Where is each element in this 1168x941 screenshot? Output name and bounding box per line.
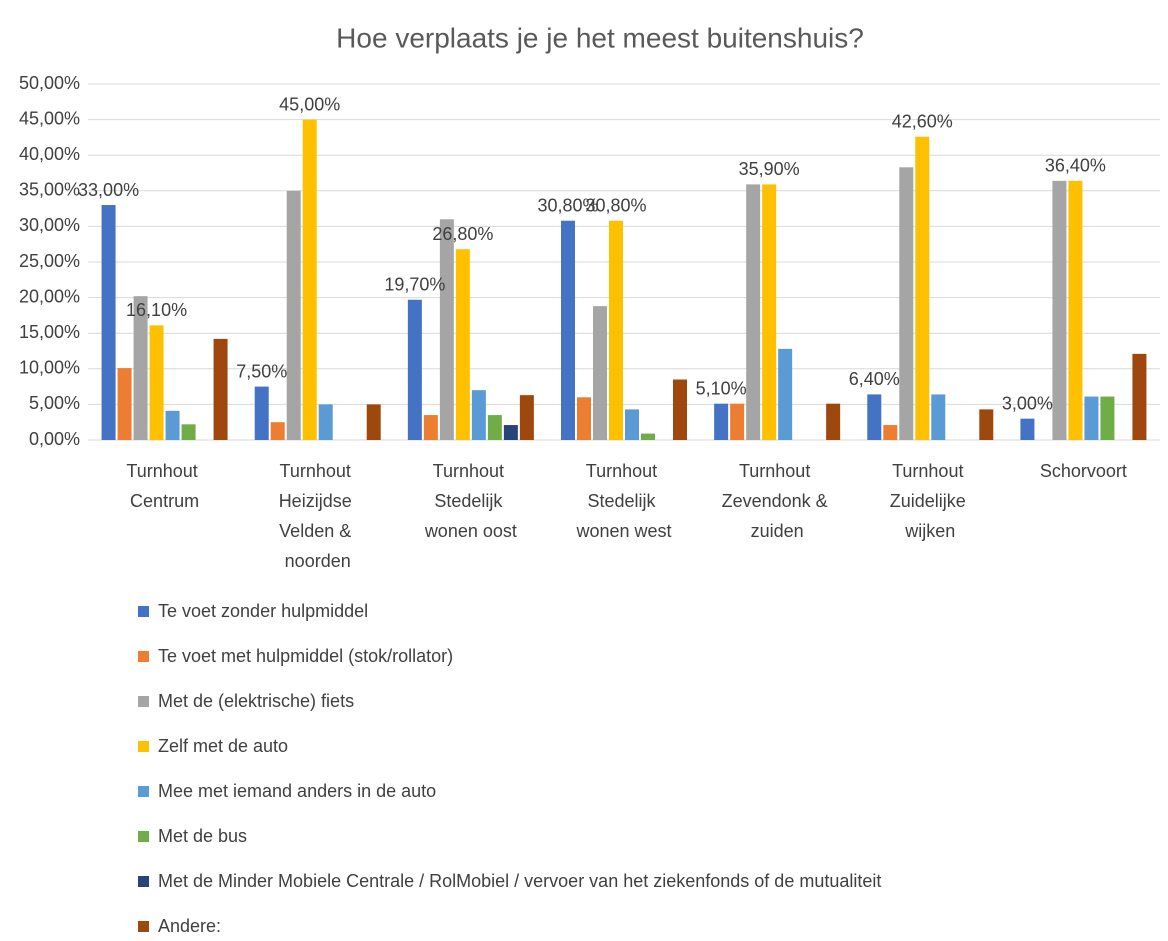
bar [714,403,729,440]
data-label: 30,80% [537,195,598,215]
bar [471,390,486,440]
bar [1084,396,1099,440]
bar [625,409,639,440]
bar [979,409,994,440]
legend-swatch [138,876,149,887]
y-tick-label: 15,00% [19,322,80,342]
bar [1068,180,1083,440]
bar [117,368,132,440]
bar [1020,418,1035,440]
data-label: 42,60% [892,111,953,131]
bar [867,394,882,440]
legend-label: Te voet met hulpmiddel (stok/rollator) [158,646,453,666]
x-tick-label: Schorvoort [1040,461,1127,481]
bar [455,249,470,440]
bar [133,296,148,440]
legend-swatch [138,786,149,797]
legend-label: Met de bus [158,826,247,846]
y-tick-label: 45,00% [19,108,80,128]
y-tick-label: 25,00% [19,251,80,271]
bar [407,299,422,440]
bar [503,425,518,440]
bar [302,119,317,440]
legend-label: Mee met iemand anders in de auto [158,781,436,801]
y-tick-label: 0,00% [29,429,80,449]
bar [366,404,381,440]
data-label: 19,70% [384,274,445,294]
bar [915,136,930,441]
bar [254,386,269,440]
data-label: 7,50% [236,361,287,381]
y-tick-label: 20,00% [19,286,80,306]
legend-swatch [138,921,149,932]
x-tick-label: Turnhout Zuidelijke wijken [890,461,971,541]
legend-swatch [138,651,149,662]
bar [1052,180,1067,440]
data-label: 5,10% [696,378,747,398]
legend-label: Met de Minder Mobiele Centrale / RolMobi… [158,871,881,891]
bar [577,397,591,440]
bar [519,395,534,440]
data-label: 45,00% [279,94,340,114]
y-tick-label: 50,00% [19,73,80,93]
bar [762,184,777,440]
data-label: 16,10% [126,300,187,320]
bar [1100,396,1115,440]
bar [899,167,914,440]
bar [270,422,285,440]
bar [778,348,793,440]
y-tick-label: 5,00% [29,393,80,413]
legend-swatch [138,606,149,617]
bar [561,220,575,440]
bar [730,403,745,440]
legend-label: Zelf met de auto [158,736,288,756]
bar [318,404,333,440]
data-label: 35,90% [739,159,800,179]
legend-swatch [138,741,149,752]
legend-label: Te voet zonder hulpmiddel [158,601,368,621]
x-tick-label: Turnhout Centrum [126,461,202,511]
bar [609,220,623,440]
bar [883,425,898,440]
bar [101,205,116,440]
legend-label: Andere: [158,916,221,936]
data-label: 6,40% [849,369,900,389]
bar [826,403,841,440]
x-tick-label: Turnhout Zevendonk & zuiden [722,461,833,541]
y-tick-label: 40,00% [19,144,80,164]
legend-swatch [138,831,149,842]
bar [487,415,502,440]
bar [149,325,164,440]
data-label: 30,80% [585,195,646,215]
x-tick-label: Turnhout Stedelijk wonen oost [424,461,517,541]
data-label: 26,80% [432,224,493,244]
bar [593,306,607,440]
bar [641,433,655,440]
y-tick-label: 35,00% [19,180,80,200]
bar [423,415,438,440]
data-label: 33,00% [78,180,139,200]
bar [286,190,301,440]
data-label: 3,00% [1002,393,1053,413]
x-tick-label: Turnhout Heizijdse Velden & noorden [279,461,357,571]
legend-label: Met de (elektrische) fiets [158,691,354,711]
bar [931,394,946,440]
y-tick-label: 30,00% [19,215,80,235]
bar [1132,353,1147,440]
y-tick-label: 10,00% [19,358,80,378]
bar [181,424,196,440]
bar [673,379,687,440]
chart-title: Hoe verplaats je je het meest buitenshui… [336,22,864,53]
data-label: 36,40% [1045,156,1106,176]
x-tick-label: Turnhout Stedelijk wonen west [575,461,671,541]
bar [746,184,761,440]
bar [165,410,180,440]
bar [213,338,228,440]
bar [439,219,454,440]
legend-swatch [138,696,149,707]
